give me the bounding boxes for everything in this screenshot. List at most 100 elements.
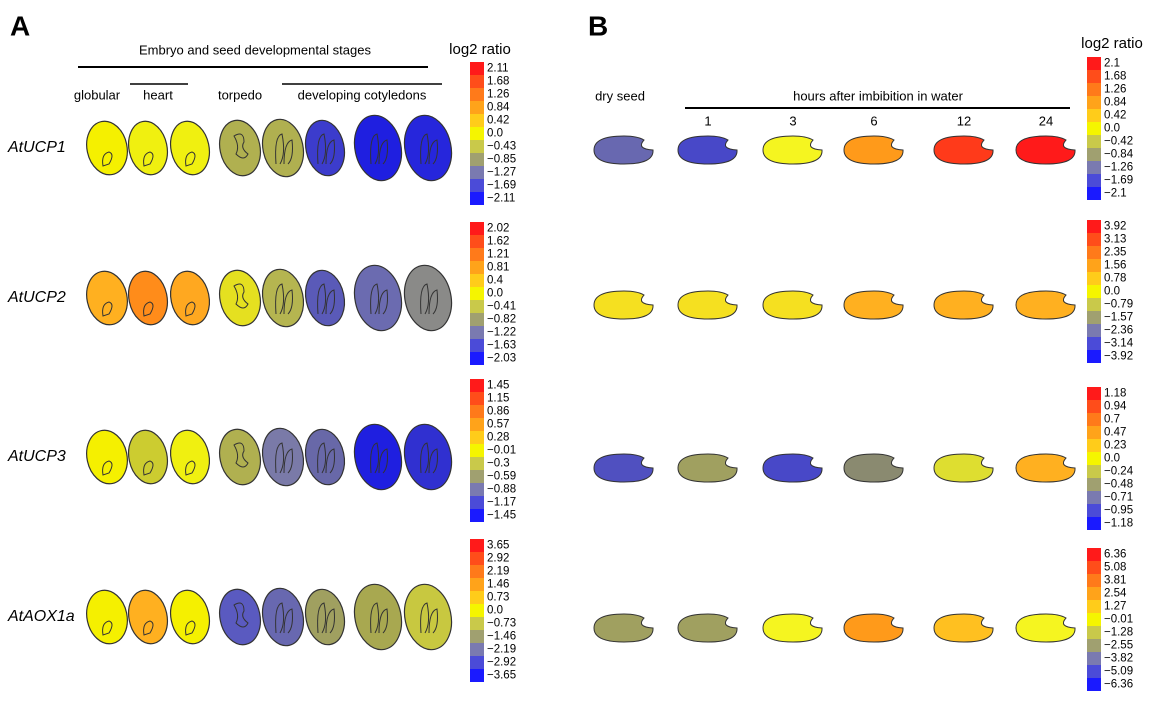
scale-label: 6.36 xyxy=(1104,549,1126,561)
scale-label: −3.65 xyxy=(487,670,516,682)
scale-label: 2.54 xyxy=(1104,588,1127,600)
scale-cell xyxy=(470,114,484,127)
scale-label: −0.82 xyxy=(487,314,516,326)
scale-label: −1.57 xyxy=(1104,312,1133,324)
scale-cell xyxy=(1087,574,1101,587)
seed xyxy=(257,115,308,180)
hour-label: 12 xyxy=(957,113,971,128)
scale-label: −1.18 xyxy=(1104,518,1133,530)
scale-cell xyxy=(1087,350,1101,363)
scale-label: −0.01 xyxy=(1104,614,1133,626)
seed xyxy=(1016,614,1075,642)
panel-a-header: Embryo and seed developmental stages xyxy=(139,42,371,57)
scale-label: 0.0 xyxy=(487,128,503,140)
gene-label: AtAOX1a xyxy=(7,608,75,625)
scale-cell xyxy=(470,591,484,604)
scale-cell xyxy=(1087,259,1101,272)
seed xyxy=(678,136,737,164)
seed xyxy=(124,268,172,329)
scale-cell xyxy=(1087,587,1101,600)
scale-label: 0.94 xyxy=(1104,401,1127,413)
seed xyxy=(399,420,458,494)
scale-label: 1.46 xyxy=(487,579,509,591)
scale-label: 1.62 xyxy=(487,236,509,248)
scale-label: 3.13 xyxy=(1104,234,1126,246)
seed xyxy=(1016,136,1075,164)
scale-label: −3.92 xyxy=(1104,351,1133,363)
scale-label: 1.26 xyxy=(1104,84,1126,96)
scale-label: −2.03 xyxy=(487,353,516,365)
scale-cell xyxy=(470,62,484,75)
seed xyxy=(166,268,214,329)
dry-seed-label: dry seed xyxy=(595,88,645,103)
seed xyxy=(678,614,737,642)
scale-label: 0.86 xyxy=(487,406,509,418)
seed xyxy=(124,587,172,648)
scale-cell xyxy=(470,604,484,617)
seed xyxy=(934,454,993,482)
scale-label: 2.02 xyxy=(487,223,509,235)
scale-label: 3.92 xyxy=(1104,221,1126,233)
scale-cell xyxy=(470,669,484,682)
stage-label: developing cotyledons xyxy=(298,87,427,102)
scale-cell xyxy=(470,496,484,509)
panel-label: A xyxy=(10,10,30,41)
scale-cell xyxy=(470,539,484,552)
seed xyxy=(124,118,172,179)
seed xyxy=(934,614,993,642)
scale-label: 1.18 xyxy=(1104,388,1126,400)
scale-label: −1.27 xyxy=(487,167,516,179)
scale-label: −0.59 xyxy=(487,471,516,483)
seed xyxy=(594,291,653,319)
scale-cell xyxy=(470,88,484,101)
scale-cell xyxy=(1087,272,1101,285)
scale-cell xyxy=(1087,465,1101,478)
scale-cell xyxy=(1087,678,1101,691)
scale-cell xyxy=(470,274,484,287)
scale-label: −1.69 xyxy=(1104,175,1133,187)
scale-label: −0.95 xyxy=(1104,505,1133,517)
seed xyxy=(844,136,903,164)
seed xyxy=(301,426,350,489)
scale-cell xyxy=(470,166,484,179)
gene-label: AtUCP1 xyxy=(7,139,66,156)
seed xyxy=(399,111,458,185)
seed xyxy=(678,454,737,482)
scale-cell xyxy=(470,656,484,669)
scale-cell xyxy=(470,379,484,392)
scale-label: 0.73 xyxy=(487,592,509,604)
scale-cell xyxy=(1087,337,1101,350)
seed xyxy=(763,136,822,164)
scale-cell xyxy=(1087,452,1101,465)
scale-cell xyxy=(1087,285,1101,298)
scale-label: −0.73 xyxy=(487,618,516,630)
scale-label: −0.43 xyxy=(487,141,516,153)
seed xyxy=(349,580,408,654)
scale-cell xyxy=(470,509,484,522)
seed xyxy=(257,424,308,489)
scale-label: 1.26 xyxy=(487,89,509,101)
scale-cell xyxy=(470,578,484,591)
scale-cell xyxy=(470,222,484,235)
scale-label: −0.84 xyxy=(1104,149,1134,161)
scale-cell xyxy=(470,300,484,313)
seed xyxy=(166,427,214,488)
scale-cell xyxy=(1087,439,1101,452)
scale-label: 1.27 xyxy=(1104,601,1126,613)
seed xyxy=(934,291,993,319)
scale-cell xyxy=(1087,639,1101,652)
scale-label: −0.24 xyxy=(1104,466,1134,478)
scale-label: −2.36 xyxy=(1104,325,1133,337)
scale-cell xyxy=(1087,504,1101,517)
seed xyxy=(399,580,458,654)
seed xyxy=(844,614,903,642)
scale-label: −1.63 xyxy=(487,340,516,352)
hour-label: 24 xyxy=(1039,113,1053,128)
scale-label: 0.81 xyxy=(487,262,509,274)
seed xyxy=(1016,291,1075,319)
scale-label: 0.7 xyxy=(1104,414,1120,426)
scale-cell xyxy=(470,444,484,457)
scale-label: 1.45 xyxy=(487,380,509,392)
figure: A B Embryo and seed developmental stages… xyxy=(0,0,1151,703)
scale-cell xyxy=(1087,426,1101,439)
